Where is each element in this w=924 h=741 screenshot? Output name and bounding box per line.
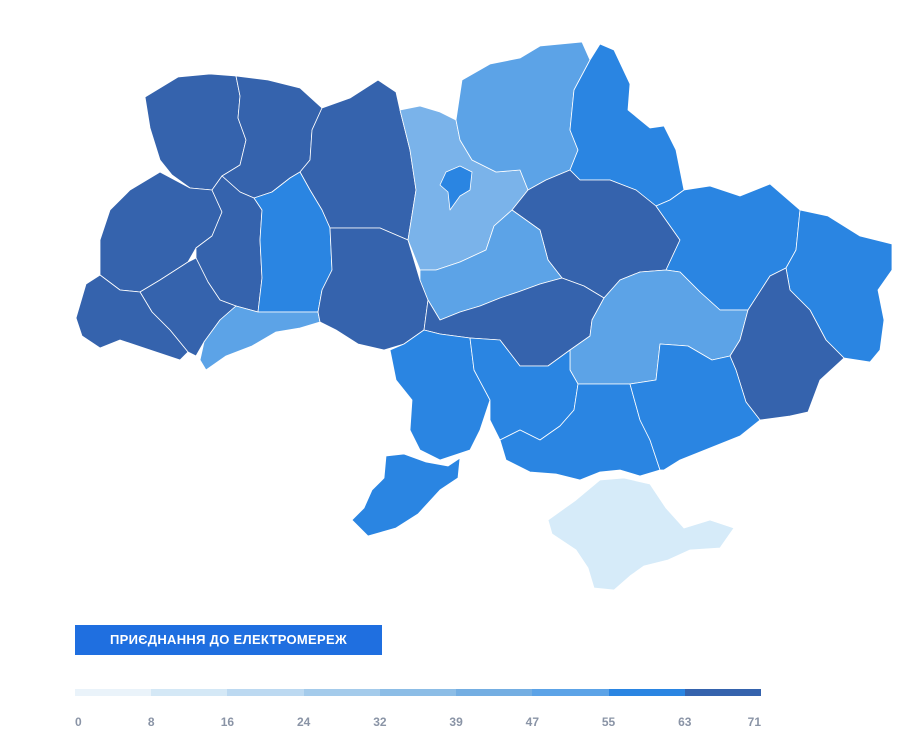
scale-segment-4 <box>303 689 380 696</box>
scale-tick: 39 <box>449 715 463 729</box>
scale-tick: 24 <box>296 715 311 729</box>
scale-tick: 71 <box>747 715 761 729</box>
scale-tick: 0 <box>75 715 82 729</box>
scale-segment-6 <box>456 689 533 696</box>
scale-ticks: 0 8 16 24 32 39 47 55 63 71 <box>75 715 761 731</box>
region-odesa-south[interactable] <box>351 453 461 537</box>
scale-tick: 8 <box>147 715 155 729</box>
region-odesa-north[interactable] <box>389 329 491 461</box>
ukraine-map <box>75 41 893 591</box>
scale-segment-2 <box>151 689 228 696</box>
regions-layer <box>75 41 893 591</box>
scale-tick: 32 <box>373 715 387 729</box>
scale-segment-9 <box>684 689 761 696</box>
scale-segment-3 <box>227 689 304 696</box>
scale-tick: 47 <box>525 715 540 729</box>
region-vinnytsia[interactable] <box>317 227 429 351</box>
color-scale-bar <box>75 689 761 696</box>
scale-tick: 55 <box>601 715 616 729</box>
region-kyiv-city[interactable] <box>439 165 473 211</box>
legend-title: ПРИЄДНАННЯ ДО ЕЛЕКТРОМЕРЕЖ <box>75 625 382 655</box>
region-crimea[interactable] <box>547 477 735 591</box>
scale-tick: 16 <box>220 715 235 729</box>
scale-segment-8 <box>608 689 685 696</box>
region-zaporizhzhia[interactable] <box>629 343 761 471</box>
scale-segment-5 <box>379 689 457 696</box>
scale-segment-1 <box>75 689 152 696</box>
region-chernivtsi[interactable] <box>199 305 321 371</box>
scale-segment-7 <box>532 689 609 696</box>
region-zakarpattia[interactable] <box>75 274 189 361</box>
scale-tick: 63 <box>678 715 692 729</box>
